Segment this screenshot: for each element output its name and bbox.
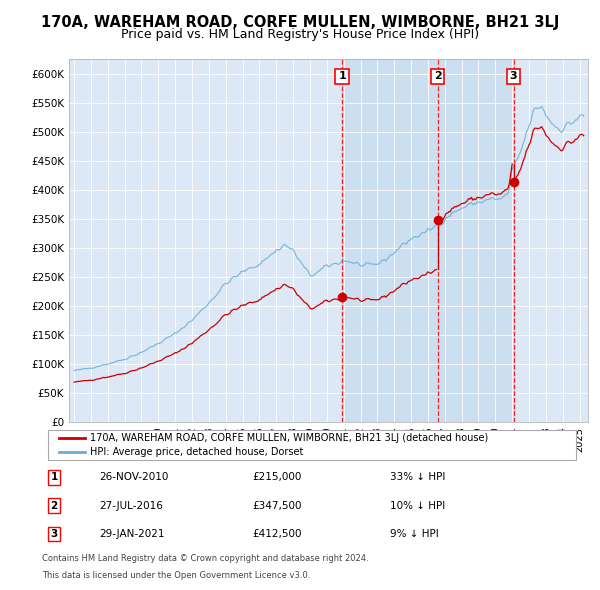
Text: 170A, WAREHAM ROAD, CORFE MULLEN, WIMBORNE, BH21 3LJ: 170A, WAREHAM ROAD, CORFE MULLEN, WIMBOR… — [41, 15, 559, 30]
Text: This data is licensed under the Open Government Licence v3.0.: This data is licensed under the Open Gov… — [42, 571, 310, 579]
Text: £412,500: £412,500 — [252, 529, 302, 539]
Text: 10% ↓ HPI: 10% ↓ HPI — [390, 501, 445, 510]
Text: Contains HM Land Registry data © Crown copyright and database right 2024.: Contains HM Land Registry data © Crown c… — [42, 554, 368, 563]
Text: 26-NOV-2010: 26-NOV-2010 — [99, 473, 169, 482]
Text: 2: 2 — [50, 501, 58, 510]
Text: Price paid vs. HM Land Registry's House Price Index (HPI): Price paid vs. HM Land Registry's House … — [121, 28, 479, 41]
Text: 1: 1 — [338, 71, 346, 81]
Text: 27-JUL-2016: 27-JUL-2016 — [99, 501, 163, 510]
Text: 9% ↓ HPI: 9% ↓ HPI — [390, 529, 439, 539]
Text: 29-JAN-2021: 29-JAN-2021 — [99, 529, 164, 539]
Text: 2: 2 — [434, 71, 442, 81]
Text: HPI: Average price, detached house, Dorset: HPI: Average price, detached house, Dors… — [90, 447, 304, 457]
Text: 33% ↓ HPI: 33% ↓ HPI — [390, 473, 445, 482]
Text: 3: 3 — [50, 529, 58, 539]
Text: 170A, WAREHAM ROAD, CORFE MULLEN, WIMBORNE, BH21 3LJ (detached house): 170A, WAREHAM ROAD, CORFE MULLEN, WIMBOR… — [90, 433, 488, 443]
Text: 1: 1 — [50, 473, 58, 482]
Text: £215,000: £215,000 — [252, 473, 301, 482]
Text: 3: 3 — [510, 71, 517, 81]
FancyBboxPatch shape — [48, 430, 576, 460]
Text: £347,500: £347,500 — [252, 501, 302, 510]
Bar — [342, 59, 514, 422]
